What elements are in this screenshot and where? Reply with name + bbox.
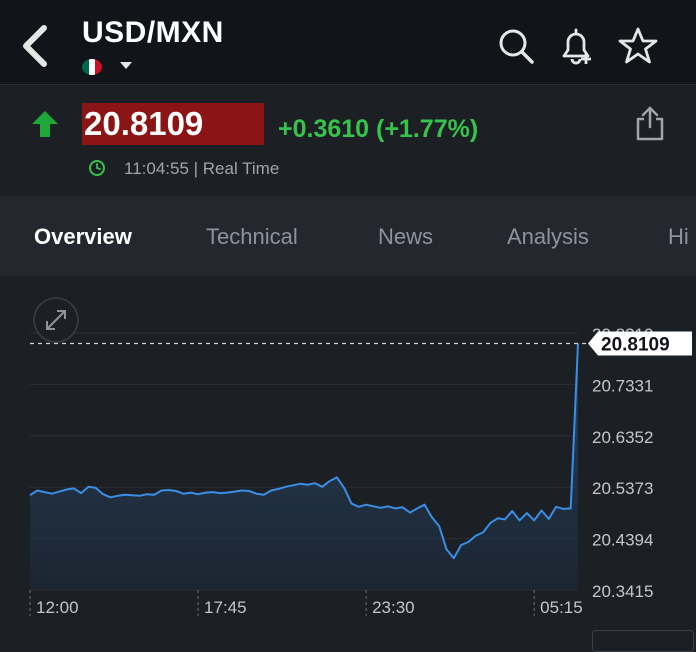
x-tick-label: 05:15 — [540, 598, 583, 617]
price-change: +0.3610 (+1.77%) — [278, 115, 479, 143]
last-value-tag — [588, 331, 692, 356]
y-tick-label: 20.4394 — [592, 531, 653, 550]
price-chart[interactable]: 20.831020.733120.635220.537320.439420.34… — [0, 0, 696, 638]
flag-stripe-white — [88, 59, 96, 75]
bell-plus-icon[interactable] — [556, 26, 596, 66]
quote-timestamp: 11:04:55 | Real Time — [124, 159, 280, 178]
flag-stripe-red — [95, 59, 102, 75]
tab-news[interactable]: News — [378, 224, 434, 249]
tab-analysis[interactable]: Analysis — [507, 224, 589, 249]
chart-settings-button[interactable] — [592, 630, 694, 652]
share-icon[interactable] — [630, 103, 670, 143]
y-tick-label: 20.6352 — [592, 428, 653, 447]
search-icon[interactable] — [496, 26, 536, 66]
price-line — [29, 343, 579, 560]
arrow-up-icon — [32, 111, 58, 137]
flag-stripe-green — [82, 59, 89, 75]
mexico-flag-icon[interactable] — [82, 59, 102, 75]
app-header: USD/MXN — [0, 0, 696, 84]
x-tick-label: 23:30 — [372, 598, 415, 617]
back-chevron-icon[interactable] — [14, 22, 54, 70]
price-highlight — [82, 103, 264, 145]
last-value-label: 20.8109 — [601, 335, 670, 356]
last-price: 20.8109 — [84, 105, 204, 142]
tab-historical[interactable]: Hi — [668, 224, 689, 249]
x-tick-label: 12:00 — [36, 598, 79, 617]
active-tab-pointer — [76, 268, 94, 277]
chevron-down-icon[interactable] — [120, 62, 132, 69]
page-title: USD/MXN — [82, 16, 224, 49]
expand-icon[interactable] — [32, 296, 80, 344]
y-tick-label: 20.3415 — [592, 582, 653, 601]
tab-bar: Overview Technical News Analysis Hi — [0, 196, 696, 276]
star-icon[interactable] — [618, 26, 658, 66]
y-tick-label: 20.5373 — [592, 479, 653, 498]
clock-icon — [89, 160, 105, 176]
quote-panel: 20.8109 +0.3610 (+1.77%) 11:04:55 | Real… — [0, 84, 696, 197]
area-fill — [30, 343, 578, 590]
y-tick-label: 20.7331 — [592, 376, 653, 395]
tab-technical[interactable]: Technical — [206, 224, 298, 249]
x-tick-label: 17:45 — [204, 598, 247, 617]
tab-overview[interactable]: Overview — [34, 224, 132, 249]
